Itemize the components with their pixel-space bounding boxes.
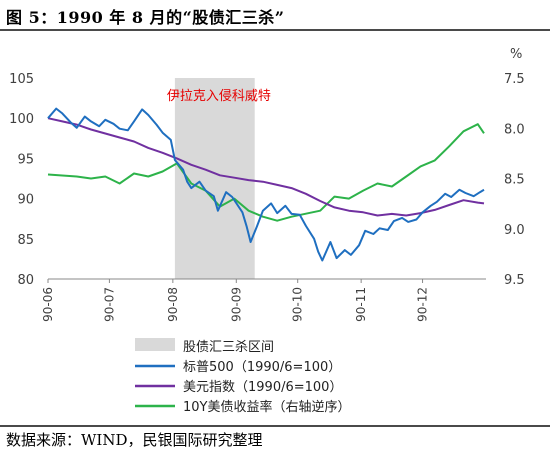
source-note: 数据来源：WIND，民银国际研究整理 xyxy=(6,431,263,449)
x-tick-label: 90-08 xyxy=(166,287,180,322)
title-rule xyxy=(0,29,550,31)
x-tick-label: 90-09 xyxy=(229,287,243,322)
x-tick-label: 90-11 xyxy=(354,287,368,322)
y-left-tick-label: 95 xyxy=(17,152,34,167)
legend-swatch-shade xyxy=(135,338,175,351)
y-left-tick-label: 80 xyxy=(17,273,34,288)
y-right-tick-label: 8.0 xyxy=(504,122,525,137)
y-right-tick-label: 8.5 xyxy=(504,173,525,188)
y-right-tick-label: 7.5 xyxy=(504,72,525,87)
series-line-spx xyxy=(47,107,485,262)
y-right-tick-label: 9.0 xyxy=(504,223,525,238)
bottom-rule xyxy=(0,425,550,427)
y-left-tick-label: 105 xyxy=(9,72,34,87)
legend-label-yield: 10Y美债收益率（右轴逆序） xyxy=(183,399,350,415)
x-tick-label: 90-06 xyxy=(41,287,55,322)
shaded-region-label: 伊拉克入侵科威特 xyxy=(167,88,271,104)
series-line-yield xyxy=(47,123,485,222)
x-tick-label: 90-12 xyxy=(416,287,430,322)
y-right-unit-label: % xyxy=(510,47,522,62)
chart: 80 85 90 95 100 105 7.5 8.0 8.5 9.0 9.5% 90-06 90-07… xyxy=(9,47,525,415)
legend-label-shade: 股债汇三杀区间 xyxy=(183,340,274,355)
figure-title: 图 5：1990 年 8 月的“股债汇三杀” xyxy=(6,8,285,27)
series-line-dxy xyxy=(47,117,485,217)
axis-layer: 80 85 90 95 100 105 7.5 8.0 8.5 9.0 9.5% 90-06 90-07… xyxy=(9,47,525,322)
series-layer xyxy=(47,107,485,262)
y-left-tick-label: 85 xyxy=(17,233,34,248)
legend-label-spx: 标普500（1990/6=100） xyxy=(183,360,341,375)
y-left-tick-label: 90 xyxy=(17,193,34,208)
legend-label-dxy: 美元指数（1990/6=100） xyxy=(183,380,342,395)
x-tick-label: 90-10 xyxy=(291,287,305,322)
y-left-tick-label: 100 xyxy=(9,112,34,127)
x-tick-label: 90-07 xyxy=(102,287,116,322)
y-right-tick-label: 9.5 xyxy=(504,273,525,288)
